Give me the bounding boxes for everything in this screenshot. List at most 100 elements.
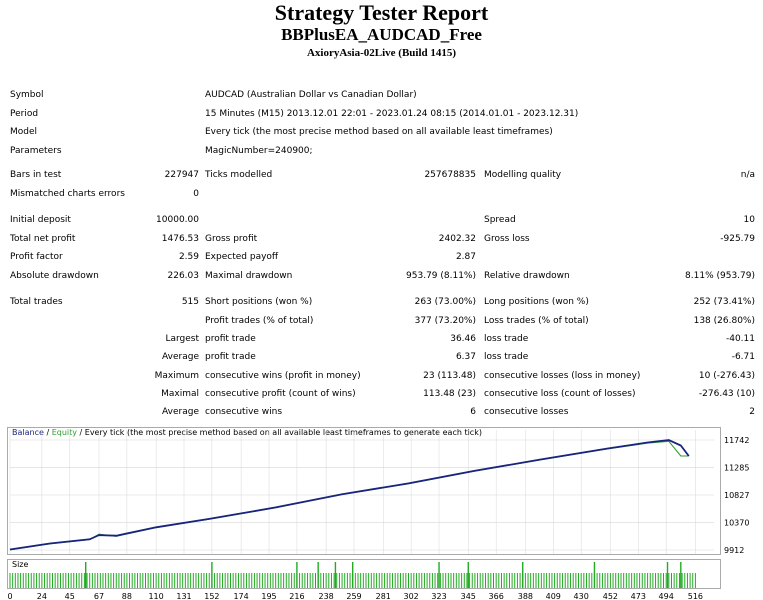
largest-loss-label: loss trade [484,334,529,344]
largest-profit-label: profit trade [205,334,256,344]
size-panel [7,559,721,589]
legend-separator: / [43,428,52,437]
maximal-label: Maximal [161,389,199,399]
x-tick-label: 516 [688,592,703,600]
profit-trades-label: Profit trades (% of total) [205,316,314,326]
spread-value: 10 [743,215,755,225]
gross-profit-label: Gross profit [205,234,258,244]
y-tick-label: 9912 [724,546,744,555]
x-tick-label: 259 [346,592,361,600]
x-tick-label: 494 [659,592,674,600]
server-build: AxioryAsia-02Live (Build 1415) [306,47,457,59]
bars-value: 227947 [164,170,199,180]
ticks-value: 257678835 [424,170,476,180]
legend-balance: Balance [12,428,44,437]
max-consecutive-wins-label: consecutive wins (profit in money) [205,371,361,381]
average-profit-label: profit trade [205,352,256,362]
size-label: Size [12,560,29,569]
maximal-drawdown-value: 953.79 (8.11%) [406,271,476,281]
avg-consecutive-wins-value: 6 [470,407,476,417]
period-label: Period [10,109,39,119]
expected-payoff-label: Expected payoff [205,252,279,262]
gross-profit-value: 2402.32 [438,234,476,244]
loss-trades-value: 138 (26.80%) [693,316,755,326]
mismatch-label: Mismatched charts errors [10,189,125,199]
maximal-consecutive-loss-label: consecutive loss (count of losses) [484,389,636,399]
x-tick-label: 131 [176,592,191,600]
parameters-label: Parameters [10,146,62,156]
gross-loss-label: Gross loss [484,234,530,244]
x-tick-label: 323 [431,592,446,600]
relative-drawdown-value: 8.11% (953.79) [685,271,755,281]
net-profit-value: 1476.53 [161,234,199,244]
x-tick-label: 45 [65,592,75,600]
spread-label: Spread [484,215,516,225]
deposit-value: 10000.00 [156,215,199,225]
x-tick-label: 430 [574,592,589,600]
period-value: 15 Minutes (M15) 2013.12.01 22:01 - 2023… [205,109,579,119]
y-tick-label: 11742 [724,436,749,445]
x-tick-label: 238 [318,592,333,600]
deposit-label: Initial deposit [10,215,71,225]
maximal-consecutive-profit-value: 113.48 (23) [423,389,476,399]
symbol-label: Symbol [10,90,44,100]
y-tick-label: 10827 [724,491,749,500]
model-label: Model [10,127,38,137]
maximal-drawdown-label: Maximal drawdown [205,271,293,281]
mismatch-value: 0 [193,189,199,199]
long-positions-label: Long positions (won %) [484,297,589,307]
x-tick-label: 24 [37,592,47,600]
x-tick-label: 152 [204,592,219,600]
short-positions-label: Short positions (won %) [205,297,313,307]
x-tick-label: 302 [404,592,419,600]
avg-consecutive-wins-label: consecutive wins [205,407,283,417]
max-consecutive-wins-value: 23 (113.48) [423,371,476,381]
maximal-consecutive-loss-value: -276.43 (10) [698,389,755,399]
short-positions-value: 263 (73.00%) [414,297,476,307]
legend-equity: Equity [51,428,77,437]
average-consecutive-label: Average [162,407,199,417]
largest-loss-value: -40.11 [725,334,755,344]
average-profit-value: 6.37 [455,352,476,362]
x-tick-label: 281 [376,592,391,600]
x-tick-label: 67 [94,592,104,600]
x-tick-label: 195 [261,592,276,600]
x-tick-label: 88 [122,592,132,600]
average-label: Average [162,352,199,362]
x-tick-label: 409 [546,592,561,600]
total-trades-value: 515 [181,297,199,307]
relative-drawdown-label: Relative drawdown [484,271,570,281]
x-tick-label: 388 [518,592,533,600]
long-positions-value: 252 (73.41%) [693,297,755,307]
avg-consecutive-losses-label: consecutive losses [484,407,569,417]
model-value: Every tick (the most precise method base… [205,127,553,137]
absolute-drawdown-label: Absolute drawdown [10,271,99,281]
avg-consecutive-losses-value: 2 [749,407,755,417]
report-title: Strategy Tester Report [274,0,489,25]
x-tick-label: 345 [461,592,476,600]
balance-chart-frame [7,427,721,555]
x-tick-label: 366 [489,592,504,600]
profit-factor-label: Profit factor [10,252,63,262]
loss-trades-label: Loss trades (% of total) [484,316,589,326]
chart-legend: Balance / Equity / Every tick (the most … [12,428,482,438]
quality-value: n/a [740,170,755,180]
legend-description: / Every tick (the most precise method ba… [76,428,482,437]
average-loss-value: -6.71 [731,352,755,362]
ticks-label: Ticks modelled [205,170,273,180]
total-trades-label: Total trades [10,297,63,307]
symbol-value: AUDCAD (Australian Dollar vs Canadian Do… [205,90,417,100]
quality-label: Modelling quality [484,170,562,180]
expected-payoff-value: 2.87 [455,252,476,262]
maximum-label: Maximum [154,371,199,381]
x-tick-label: 0 [7,592,12,600]
parameters-value: MagicNumber=240900; [205,146,313,156]
max-consecutive-losses-label: consecutive losses (loss in money) [484,371,641,381]
x-tick-label: 174 [233,592,248,600]
net-profit-label: Total net profit [10,234,76,244]
gross-loss-value: -925.79 [720,234,755,244]
largest-profit-value: 36.46 [450,334,476,344]
x-tick-label: 110 [148,592,163,600]
x-tick-label: 452 [603,592,618,600]
profit-trades-value: 377 (73.20%) [414,316,476,326]
